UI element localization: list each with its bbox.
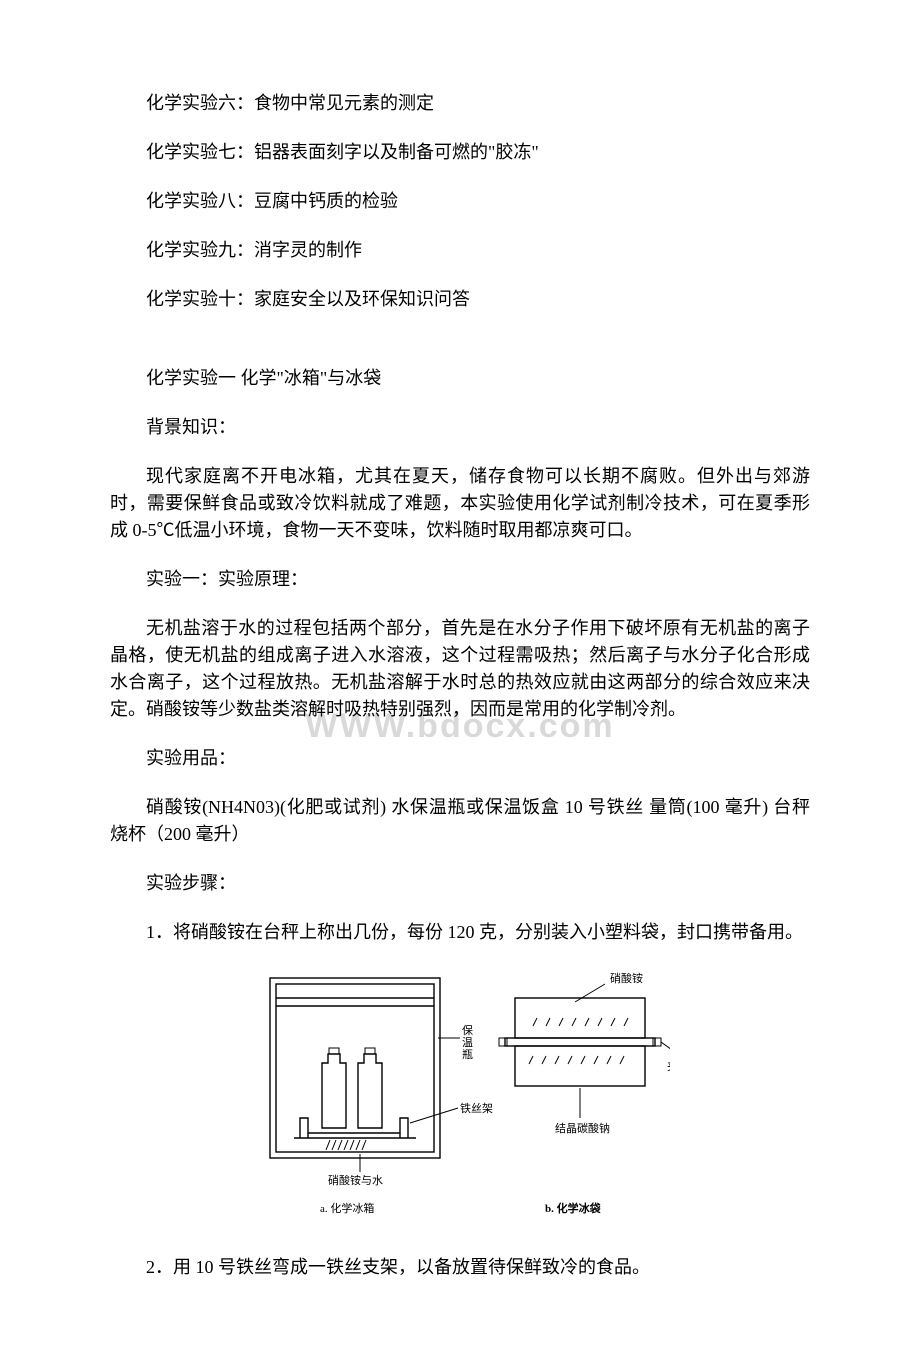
svg-text:温: 温	[462, 1036, 473, 1049]
svg-text:保: 保	[462, 1023, 473, 1037]
toc-line-8: 化学实验八：豆腐中钙质的检验	[110, 188, 810, 215]
step-1: 1．将硝酸铵在台秤上称出几份，每份 120 克，分别装入小塑料袋，封口携带备用。	[110, 919, 810, 946]
svg-text:结晶碳酸钠: 结晶碳酸钠	[555, 1121, 610, 1135]
figure-svg: 保温瓶铁丝架硝酸铵与水 a. 化学冰箱 硝酸铵夹桩结晶碳酸钠 b. 化学冰袋	[250, 968, 670, 1218]
figure-container: 保温瓶铁丝架硝酸铵与水 a. 化学冰箱 硝酸铵夹桩结晶碳酸钠 b. 化学冰袋	[110, 968, 810, 1226]
svg-text:b. 化学冰袋: b. 化学冰袋	[545, 1201, 602, 1215]
supplies-body: 硝酸铵(NH4N03)(化肥或试剂) 水保温瓶或保温饭盒 10 号铁丝 量筒(1…	[110, 794, 810, 848]
section-gap	[110, 335, 810, 365]
svg-text:瓶: 瓶	[462, 1047, 473, 1061]
svg-text:a. 化学冰箱: a. 化学冰箱	[320, 1201, 374, 1215]
figure-inner: 保温瓶铁丝架硝酸铵与水 a. 化学冰箱 硝酸铵夹桩结晶碳酸钠 b. 化学冰袋	[250, 968, 670, 1218]
section-title: 化学实验一 化学"冰箱"与冰袋	[110, 365, 810, 392]
document-page: 化学实验六：食物中常见元素的测定 化学实验七：铝器表面刻字以及制备可燃的"胶冻"…	[0, 0, 920, 1363]
toc-line-6: 化学实验六：食物中常见元素的测定	[110, 90, 810, 117]
toc-line-10: 化学实验十：家庭安全以及环保知识问答	[110, 286, 810, 313]
background-body: 现代家庭离不开电冰箱，尤其在夏天，储存食物可以长期不腐败。但外出与郊游时，需要保…	[110, 463, 810, 544]
toc-line-7: 化学实验七：铝器表面刻字以及制备可燃的"胶冻"	[110, 139, 810, 166]
experiment1-heading: 实验一：实验原理：	[110, 566, 810, 593]
toc-line-9: 化学实验九：消字灵的制作	[110, 237, 810, 264]
svg-text:硝酸铵: 硝酸铵	[610, 971, 643, 985]
step-2: 2．用 10 号铁丝弯成一铁丝支架，以备放置待保鲜致冷的食品。	[110, 1254, 810, 1281]
steps-heading: 实验步骤：	[110, 870, 810, 897]
background-heading: 背景知识：	[110, 414, 810, 441]
svg-text:硝酸铵与水: 硝酸铵与水	[328, 1173, 383, 1187]
svg-text:夹桩: 夹桩	[667, 1059, 670, 1073]
watermark-container: 无机盐溶于水的过程包括两个部分，首先是在水分子作用下破坏原有无机盐的离子晶格，使…	[110, 615, 810, 723]
svg-text:铁丝架: 铁丝架	[460, 1102, 493, 1115]
supplies-heading: 实验用品：	[110, 745, 810, 772]
experiment1-body: 无机盐溶于水的过程包括两个部分，首先是在水分子作用下破坏原有无机盐的离子晶格，使…	[110, 615, 810, 723]
